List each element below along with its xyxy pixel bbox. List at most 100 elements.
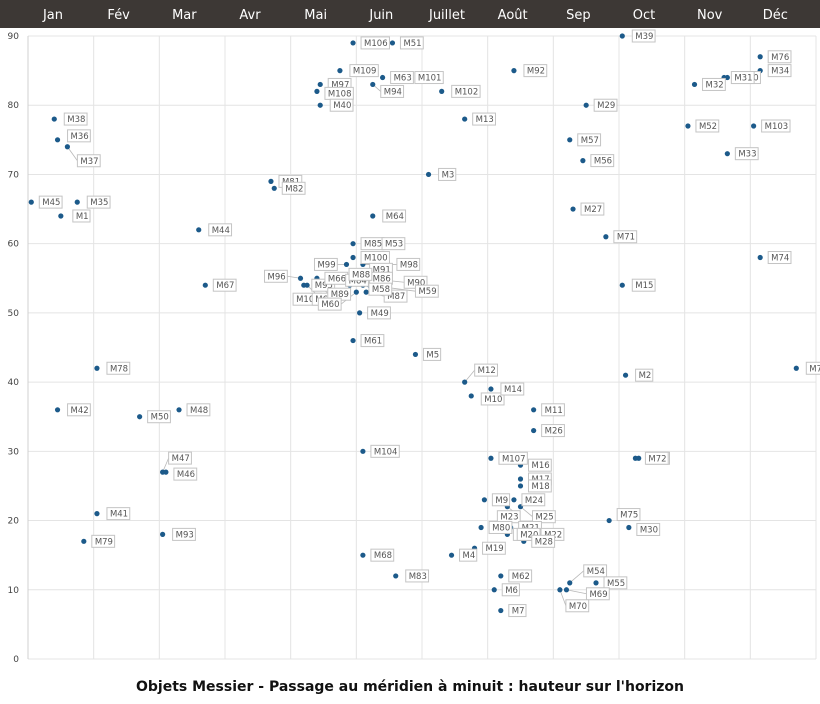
label-text: M40 xyxy=(333,101,351,111)
label-leader xyxy=(559,589,567,606)
data-point xyxy=(462,379,468,385)
label-text: M35 xyxy=(90,198,108,208)
point-label: M88 xyxy=(348,267,373,281)
label-text: M15 xyxy=(635,281,653,291)
label-leader xyxy=(566,589,587,595)
data-point xyxy=(751,123,757,129)
label-text: M55 xyxy=(607,579,625,589)
label-box xyxy=(590,154,615,168)
point-label: M31 xyxy=(730,71,755,85)
data-point xyxy=(54,407,61,413)
data-point xyxy=(370,81,376,88)
point-label: M80 xyxy=(488,520,513,534)
point-label: M18 xyxy=(528,479,552,493)
data-point xyxy=(580,158,586,164)
label-text: M3 xyxy=(442,170,455,180)
label-text: M51 xyxy=(403,39,421,49)
label-box xyxy=(635,368,654,382)
data-point xyxy=(478,524,484,531)
point-label: M82 xyxy=(281,181,306,195)
label-text: M13 xyxy=(476,115,494,125)
label-text: M106 xyxy=(364,39,388,49)
label-text: M88 xyxy=(352,270,370,280)
label-text: M7 xyxy=(512,607,525,617)
point-label: M11 xyxy=(541,403,565,417)
point-label: M36 xyxy=(67,129,91,143)
point-label: M32 xyxy=(702,77,726,91)
label-box xyxy=(208,223,233,237)
label-box xyxy=(767,251,792,265)
point-label: M47 xyxy=(168,451,192,465)
point-label: M66 xyxy=(324,271,349,285)
data-point xyxy=(481,497,487,503)
point-label: M3 xyxy=(438,167,457,181)
data-point xyxy=(570,206,576,212)
data-point xyxy=(360,552,366,558)
label-text: M77 xyxy=(809,364,820,374)
label-text: M71 xyxy=(617,233,635,243)
point-label: M38 xyxy=(63,112,88,126)
label-box xyxy=(501,583,520,597)
point-label: M57 xyxy=(577,133,602,147)
point-label: M45 xyxy=(38,195,63,209)
data-point xyxy=(337,68,343,74)
point-label: M74 xyxy=(767,251,792,265)
data-point xyxy=(793,365,799,371)
label-text: M100 xyxy=(364,254,388,264)
data-point xyxy=(619,33,625,39)
label-text: M107 xyxy=(502,454,526,464)
label-text: M14 xyxy=(504,385,522,395)
label-text: M30 xyxy=(640,525,658,535)
label-box xyxy=(367,306,391,320)
point-label: M44 xyxy=(208,223,233,237)
y-tick-label: 70 xyxy=(8,170,20,180)
data-point xyxy=(94,365,100,371)
label-box xyxy=(106,507,131,521)
data-point xyxy=(202,282,208,288)
label-leader xyxy=(569,570,585,584)
data-point xyxy=(317,81,323,88)
label-box xyxy=(360,36,390,50)
label-text: M85 xyxy=(364,240,382,250)
month-label: Mar xyxy=(172,8,197,23)
label-box xyxy=(593,98,618,112)
label-box xyxy=(521,493,546,507)
label-text: M69 xyxy=(589,590,607,600)
label-text: M33 xyxy=(738,150,756,160)
label-box xyxy=(329,98,354,112)
data-point xyxy=(498,607,504,614)
data-point xyxy=(268,178,274,184)
data-point xyxy=(622,372,629,378)
label-box xyxy=(636,522,661,536)
point-label: M99 xyxy=(313,257,338,271)
label-text: M74 xyxy=(771,254,789,264)
label-text: M76 xyxy=(771,53,789,63)
point-label: M104 xyxy=(370,444,400,458)
data-point xyxy=(350,254,356,261)
label-box xyxy=(390,71,414,85)
label-text: M10 xyxy=(484,395,502,405)
data-point xyxy=(567,137,573,143)
data-point xyxy=(593,580,599,586)
point-label: M16 xyxy=(528,458,552,472)
label-text: M6 xyxy=(505,586,518,596)
label-box xyxy=(317,297,342,311)
point-label: M35 xyxy=(86,195,111,209)
label-box xyxy=(38,195,63,209)
label-box xyxy=(86,195,111,209)
point-label: M59 xyxy=(414,284,439,298)
data-point xyxy=(583,102,589,108)
point-label: M93 xyxy=(172,527,196,541)
label-box xyxy=(523,64,548,78)
label-box xyxy=(168,451,192,465)
point-label: M77 xyxy=(805,361,820,375)
data-point xyxy=(448,552,455,558)
month-label: Sep xyxy=(566,8,591,23)
point-label: M76 xyxy=(767,50,792,64)
point-label: M37 xyxy=(76,154,101,168)
point-label: M92 xyxy=(523,64,548,78)
point-label: M63 xyxy=(390,71,414,85)
label-text: M32 xyxy=(706,80,724,90)
label-text: M87 xyxy=(387,292,405,302)
point-label: M12 xyxy=(474,363,498,377)
